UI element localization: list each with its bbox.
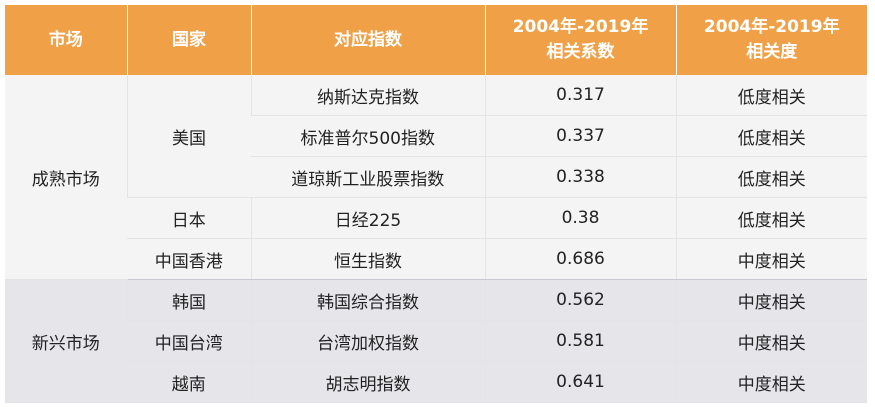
table-row: 中国香港 恒生指数 0.686 中度相关	[5, 238, 867, 280]
country-cell: 韩国	[126, 279, 251, 321]
coefficient-cell: 0.686	[484, 238, 676, 280]
header-index: 对应指数	[250, 5, 486, 75]
coefficient-cell: 0.38	[484, 197, 676, 239]
index-cell: 日经225	[250, 197, 485, 239]
header-row: 市场 国家 对应指数 2004年-2019年 相关系数 2004年-2019年 …	[5, 5, 867, 75]
table-row: 越南 胡志明指数 0.641 中度相关	[5, 361, 867, 403]
market-cell: 成熟市场	[5, 75, 127, 280]
header-correlation-coefficient: 2004年-2019年 相关系数	[484, 5, 677, 75]
degree-cell: 中度相关	[675, 279, 867, 321]
index-cell: 韩国综合指数	[250, 279, 485, 321]
table-row: 标准普尔500指数 0.337 低度相关	[5, 115, 867, 157]
degree-cell: 低度相关	[675, 156, 867, 198]
coefficient-cell: 0.317	[484, 75, 676, 116]
header-degree-label: 相关度	[746, 42, 798, 62]
header-corr-label: 相关系数	[546, 42, 615, 62]
index-cell: 标准普尔500指数	[251, 115, 485, 157]
table-row: 日本 日经225 0.38 低度相关	[5, 197, 867, 239]
degree-cell: 低度相关	[675, 197, 867, 239]
degree-cell: 中度相关	[675, 320, 867, 362]
country-cell: 中国香港	[127, 238, 251, 280]
header-market: 市场	[5, 5, 128, 75]
index-cell: 台湾加权指数	[250, 320, 485, 362]
correlation-table: 市场 国家 对应指数 2004年-2019年 相关系数 2004年-2019年 …	[5, 5, 867, 403]
coefficient-cell: 0.641	[484, 361, 676, 403]
table-row: 成熟市场 美国 纳斯达克指数 0.317 低度相关	[5, 75, 867, 280]
degree-cell: 低度相关	[675, 75, 867, 116]
coefficient-cell: 0.338	[484, 156, 676, 198]
degree-cell: 低度相关	[675, 115, 867, 157]
header-country: 国家	[126, 5, 252, 75]
country-cell: 越南	[127, 361, 251, 403]
table-row: 新兴市场 韩国 韩国综合指数 0.562 中度相关	[5, 279, 867, 403]
coefficient-cell: 0.562	[484, 279, 676, 321]
market-cell: 新兴市场	[5, 279, 127, 403]
table-row: 道琼斯工业股票指数 0.338 低度相关	[5, 156, 867, 198]
table-row: 中国台湾 台湾加权指数 0.581 中度相关	[5, 320, 867, 362]
country-cell: 中国台湾	[127, 320, 251, 362]
index-cell: 胡志明指数	[250, 361, 485, 403]
header-corr-period: 2004年-2019年	[512, 17, 649, 37]
coefficient-cell: 0.581	[484, 320, 676, 362]
index-cell: 纳斯达克指数	[250, 75, 485, 116]
header-correlation-degree: 2004年-2019年 相关度	[675, 5, 867, 75]
degree-cell: 中度相关	[675, 238, 867, 280]
index-cell: 道琼斯工业股票指数	[251, 156, 485, 198]
index-cell: 恒生指数	[250, 238, 485, 280]
header-degree-period: 2004年-2019年	[703, 17, 840, 37]
country-cell: 日本	[127, 197, 251, 239]
country-cell: 美国	[126, 75, 251, 198]
coefficient-cell: 0.337	[484, 115, 676, 157]
degree-cell: 中度相关	[675, 361, 867, 403]
